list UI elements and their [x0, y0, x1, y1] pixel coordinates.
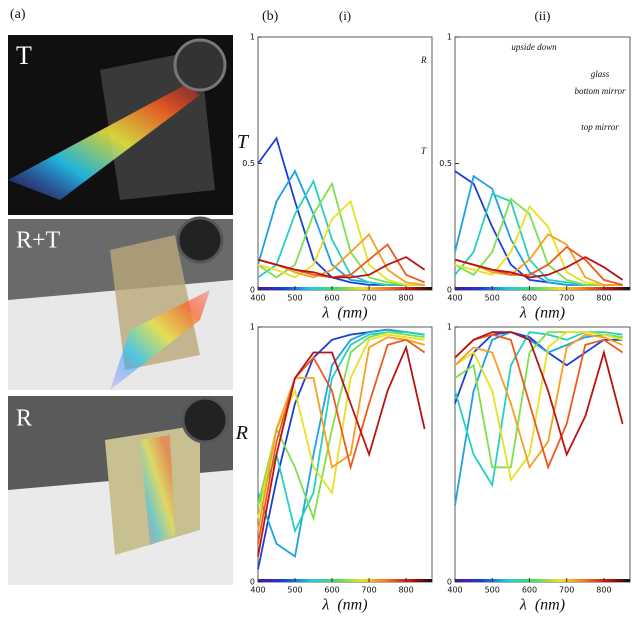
chart-title: (ii)	[535, 8, 551, 23]
plot-frame	[454, 326, 631, 583]
annotation: upside down	[511, 42, 557, 52]
line	[454, 331, 623, 404]
line	[257, 328, 425, 559]
line	[454, 204, 623, 286]
y-tick-label: 1	[447, 323, 452, 332]
plot-frame	[257, 326, 433, 583]
x-axis-label: λ (nm)	[519, 305, 565, 322]
panel-label: (b)	[262, 9, 279, 24]
x-axis-label: λ (nm)	[321, 305, 367, 322]
photo	[8, 35, 233, 215]
photo	[8, 216, 233, 390]
y-tick-label: 0	[447, 578, 452, 587]
chart-title: (i)	[339, 8, 351, 23]
line	[257, 331, 425, 534]
line	[454, 256, 624, 281]
x-tick-label: 600	[324, 586, 339, 595]
y-tick-label: 0	[447, 286, 452, 295]
photo-label: R+T	[16, 228, 61, 254]
line	[257, 178, 425, 286]
x-tick-label: 700	[559, 586, 574, 595]
x-tick-label: 500	[485, 294, 500, 303]
annotation: T	[421, 146, 427, 156]
line	[454, 197, 623, 286]
x-axis-label: λ (nm)	[321, 597, 367, 614]
photo-label: T	[16, 41, 32, 70]
line	[257, 181, 425, 286]
x-tick-label: 800	[398, 294, 413, 303]
annotation: R	[420, 55, 427, 65]
x-tick-label: 500	[287, 294, 302, 303]
spectrum-bar	[258, 579, 432, 582]
annotation: Sample	[321, 41, 348, 51]
x-tick-label: 700	[361, 294, 376, 303]
y-tick-label: 0	[250, 286, 255, 295]
y-tick-label: 0.5	[242, 159, 255, 168]
y-tick-label: 1	[250, 323, 255, 332]
line	[257, 336, 425, 532]
x-tick-label: 600	[522, 586, 537, 595]
line	[454, 331, 623, 488]
x-tick-label: 500	[287, 586, 302, 595]
line	[257, 344, 426, 557]
y-tick-label: 1	[447, 33, 452, 42]
x-tick-label: 800	[596, 294, 611, 303]
x-axis-label: λ (nm)	[519, 597, 565, 614]
x-tick-label: 400	[447, 586, 462, 595]
x-tick-label: 500	[485, 586, 500, 595]
x-tick-label: 400	[250, 294, 265, 303]
line	[454, 333, 623, 470]
line	[454, 233, 623, 286]
spectrum-bar	[258, 287, 432, 290]
y-axis-label: R	[235, 422, 248, 444]
x-tick-label: 700	[361, 586, 376, 595]
x-tick-label: 600	[324, 294, 339, 303]
spectrum-bar	[455, 579, 630, 582]
x-tick-label: 800	[398, 586, 413, 595]
line	[454, 331, 623, 483]
annotation: bottom mirror	[575, 86, 626, 96]
line	[257, 256, 426, 279]
annotation: top mirror	[581, 122, 619, 132]
line	[454, 331, 624, 457]
photo-label: R	[16, 406, 32, 432]
line	[454, 333, 624, 470]
x-tick-label: 800	[596, 586, 611, 595]
x-tick-label: 400	[447, 294, 462, 303]
y-tick-label: 0.5	[439, 159, 452, 168]
line	[257, 199, 425, 286]
x-tick-label: 400	[250, 586, 265, 595]
line	[257, 338, 426, 544]
annotation: glass	[591, 69, 610, 79]
photo	[8, 396, 233, 585]
x-tick-label: 600	[522, 294, 537, 303]
line	[257, 232, 425, 286]
x-tick-label: 700	[559, 294, 574, 303]
spectrum-bar	[455, 287, 630, 290]
panel-label: (a)	[10, 7, 26, 22]
line	[257, 331, 425, 522]
y-axis-label: T	[237, 131, 250, 153]
y-tick-label: 0	[250, 578, 255, 587]
y-tick-label: 1	[250, 33, 255, 42]
